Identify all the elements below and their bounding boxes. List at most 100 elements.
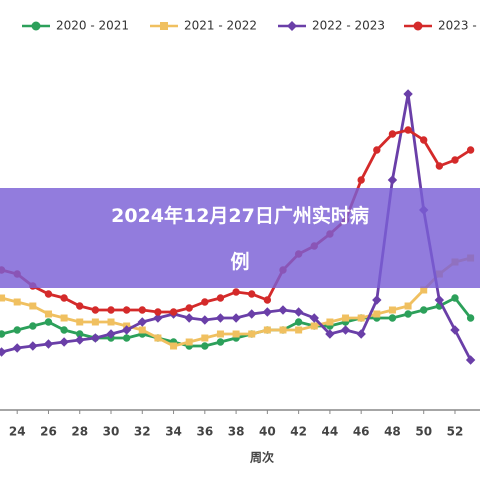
marker — [420, 306, 428, 314]
marker — [106, 329, 116, 339]
marker — [216, 294, 225, 302]
marker — [373, 146, 381, 154]
marker — [435, 162, 444, 170]
marker — [28, 341, 38, 351]
marker — [184, 313, 194, 323]
marker — [138, 306, 146, 314]
marker — [451, 156, 459, 164]
marker — [169, 308, 178, 316]
marker — [342, 314, 350, 322]
marker — [76, 318, 84, 326]
marker — [44, 318, 53, 326]
marker — [185, 304, 193, 312]
marker — [247, 309, 257, 319]
marker — [404, 302, 412, 310]
x-tick-label: 28 — [71, 425, 88, 439]
marker — [450, 325, 460, 335]
marker — [216, 330, 224, 338]
marker — [0, 294, 6, 302]
marker — [309, 313, 319, 323]
marker — [293, 307, 304, 317]
legend-marker — [31, 21, 41, 31]
marker — [154, 334, 162, 342]
x-tick-label: 42 — [290, 425, 307, 439]
marker — [263, 296, 272, 304]
marker — [60, 314, 68, 322]
marker — [0, 347, 7, 357]
x-tick-label: 24 — [9, 425, 26, 439]
marker — [388, 130, 397, 138]
x-tick-label: 44 — [322, 425, 339, 439]
marker — [122, 334, 131, 342]
marker — [403, 89, 413, 99]
marker — [170, 342, 178, 350]
legend-marker — [160, 22, 168, 30]
marker — [387, 175, 398, 185]
marker — [232, 330, 240, 338]
marker — [201, 334, 209, 342]
marker — [356, 329, 366, 339]
marker — [388, 306, 396, 314]
marker — [60, 294, 68, 302]
marker — [0, 330, 6, 338]
marker — [201, 298, 209, 306]
marker — [215, 313, 226, 323]
marker — [294, 318, 303, 326]
legend-label: 2021 - 2022 — [184, 19, 257, 33]
marker — [357, 314, 365, 322]
marker — [154, 308, 162, 316]
marker — [310, 322, 318, 330]
x-axis-label: 周次 — [250, 450, 274, 465]
x-tick-label: 26 — [40, 425, 57, 439]
x-tick-label: 38 — [228, 425, 245, 439]
x-tick-label: 34 — [165, 425, 182, 439]
marker — [404, 126, 412, 134]
marker — [325, 329, 335, 339]
marker — [60, 326, 68, 334]
marker — [107, 318, 115, 326]
marker — [43, 339, 54, 349]
marker — [137, 317, 147, 327]
marker — [91, 306, 100, 314]
marker — [278, 305, 288, 315]
marker — [91, 318, 99, 326]
x-tick-label: 32 — [134, 425, 151, 439]
marker — [76, 302, 84, 310]
marker — [75, 335, 85, 345]
marker — [262, 307, 273, 317]
legend-marker — [413, 21, 423, 31]
title-banner — [0, 188, 480, 288]
legend-label: 2022 - 2023 — [312, 19, 385, 33]
marker — [216, 338, 225, 346]
x-tick-label: 46 — [353, 425, 370, 439]
marker — [340, 325, 351, 335]
marker — [122, 306, 131, 314]
x-tick-label: 40 — [259, 425, 276, 439]
marker — [451, 294, 459, 302]
marker — [13, 326, 21, 334]
marker — [388, 314, 397, 322]
marker — [185, 338, 193, 346]
marker — [13, 298, 21, 306]
marker — [372, 295, 382, 305]
legend-label: 2023 - 2024 — [438, 19, 480, 33]
marker — [279, 326, 287, 334]
marker — [200, 315, 210, 325]
marker — [263, 326, 271, 334]
marker — [248, 290, 256, 298]
marker — [404, 310, 412, 318]
x-tick-label: 36 — [196, 425, 213, 439]
marker — [29, 302, 37, 310]
marker — [420, 136, 428, 144]
marker — [232, 288, 240, 296]
marker — [231, 313, 241, 323]
marker — [295, 326, 303, 334]
marker — [434, 295, 445, 305]
marker — [357, 176, 365, 184]
x-tick-label: 30 — [103, 425, 120, 439]
marker — [44, 290, 53, 298]
marker — [59, 337, 69, 347]
marker — [466, 314, 475, 322]
